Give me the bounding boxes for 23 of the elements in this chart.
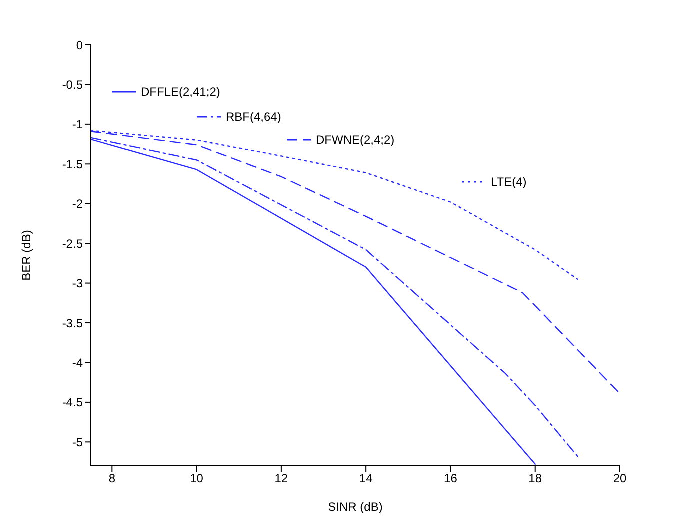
x-tick-label: 14 [359, 472, 374, 486]
y-tick-label: -4.5 [62, 396, 84, 410]
legend-label: RBF(4,64) [226, 110, 282, 124]
y-tick-label: -5 [72, 435, 84, 450]
legend-label: LTE(4) [491, 175, 527, 189]
x-tick-label: 8 [108, 472, 116, 486]
y-tick-label: -1 [72, 118, 84, 132]
y-tick-label: -2 [72, 197, 84, 212]
y-axis-title: BER (dB) [19, 230, 34, 281]
x-tick-label: 16 [444, 472, 458, 486]
legend-label: DFFLE(2,41;2) [141, 85, 220, 99]
y-tick-label: 0 [76, 38, 84, 52]
y-tick-label: -4 [72, 356, 84, 370]
legend-label: DFWNE(2,4;2) [316, 133, 395, 147]
y-tick-label: -1.5 [62, 157, 84, 172]
y-tick-label: -2.5 [62, 236, 84, 251]
x-tick-label: 12 [274, 472, 288, 486]
x-tick-label: 10 [190, 472, 204, 486]
y-tick-label: -3 [72, 276, 84, 291]
y-tick-label: -3.5 [62, 316, 84, 330]
x-tick-label: 18 [528, 472, 542, 486]
x-tick-label: 20 [613, 472, 627, 486]
y-tick-label: -0.5 [62, 78, 84, 92]
